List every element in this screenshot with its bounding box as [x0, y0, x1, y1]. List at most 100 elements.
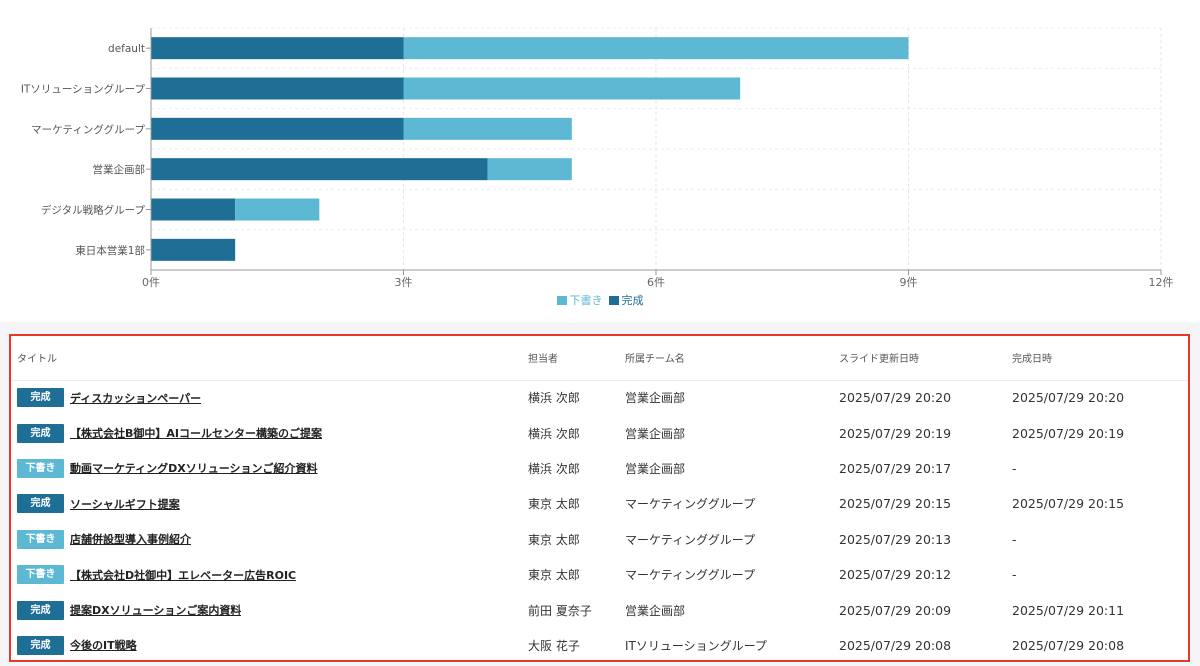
table-header-row: タイトル 担当者 所属チーム名 スライド更新日時 完成日時 — [11, 336, 1188, 381]
completed-cell: 2025/07/29 20:11 — [1012, 602, 1125, 618]
bar-draft[interactable] — [403, 117, 572, 140]
team-cell: マーケティンググループ — [625, 497, 756, 512]
slide-title-link[interactable]: 提案DXソリューションご案内資料 — [70, 604, 242, 618]
completed-cell: 2025/07/29 20:15 — [1012, 496, 1125, 512]
legend-item-draft[interactable]: 下書き — [556, 292, 603, 308]
owner-cell: 前田 夏奈子 — [528, 603, 592, 618]
slide-title-link[interactable]: 動画マーケティングDXソリューションご紹介資料 — [70, 462, 318, 476]
chart-legend: 下書き 完成 — [0, 292, 1200, 308]
bar-draft[interactable] — [487, 158, 572, 181]
slide-title-link[interactable]: ソーシャルギフト提案 — [70, 497, 180, 511]
slide-title-link[interactable]: ディスカッションペーパー — [70, 391, 202, 405]
bar-draft[interactable] — [235, 198, 320, 221]
team-cell: マーケティンググループ — [625, 532, 756, 547]
team-cell: ITソリューショングループ — [625, 638, 767, 653]
team-cell: 営業企画部 — [625, 426, 686, 441]
completed-cell: - — [1012, 460, 1017, 476]
column-header-owner[interactable]: 担当者 — [522, 336, 619, 381]
table-row[interactable]: 完成 今後のIT戦略 大阪 花子 ITソリューショングループ 2025/07/29 20… — [11, 628, 1188, 663]
updated-cell: 2025/07/29 20:09 — [839, 602, 952, 618]
title-cell: 完成 ソーシャルギフト提案 — [11, 486, 522, 521]
legend-label-draft: 下書き — [569, 294, 603, 307]
owner-cell: 横浜 次郎 — [528, 461, 580, 476]
owner-cell: 横浜 次郎 — [528, 426, 580, 441]
status-badge: 完成 — [17, 600, 64, 620]
bar-done[interactable] — [151, 117, 404, 140]
slide-list-panel: タイトル 担当者 所属チーム名 スライド更新日時 完成日時 完成 ディスカッション… — [9, 334, 1190, 662]
owner-cell: 東京 太郎 — [528, 532, 580, 547]
slide-title-link[interactable]: 【株式会社B御中】AIコールセンター構築のご提案 — [70, 427, 322, 441]
slide-title-link[interactable]: 今後のIT戦略 — [70, 639, 137, 653]
status-badge: 完成 — [17, 635, 64, 655]
bar-draft[interactable] — [403, 77, 741, 100]
title-cell: 完成 提案DXソリューションご案内資料 — [11, 592, 522, 627]
team-cell: 営業企画部 — [625, 603, 686, 618]
y-tick-label: 東日本営業1部 — [75, 244, 145, 257]
updated-cell: 2025/07/29 20:15 — [839, 496, 952, 512]
table-row[interactable]: 完成 【株式会社B御中】AIコールセンター構築のご提案 横浜 次郎 営業企画部 2025… — [11, 415, 1188, 450]
column-header-title[interactable]: タイトル — [11, 336, 522, 381]
column-header-team[interactable]: 所属チーム名 — [619, 336, 833, 381]
bar-done[interactable] — [151, 198, 236, 221]
x-tick-label: 12件 — [1149, 276, 1174, 289]
slide-table: タイトル 担当者 所属チーム名 スライド更新日時 完成日時 完成 ディスカッション… — [11, 336, 1188, 663]
legend-item-done[interactable]: 完成 — [608, 292, 644, 308]
owner-cell: 東京 太郎 — [528, 497, 580, 512]
table-row[interactable]: 完成 ディスカッションペーパー 横浜 次郎 営業企画部 2025/07/29 20:20… — [11, 380, 1188, 415]
updated-cell: 2025/07/29 20:17 — [839, 460, 952, 476]
legend-swatch-draft — [556, 295, 567, 305]
y-tick-label: デジタル戦略グループ — [41, 204, 146, 217]
team-stacked-bar-chart: default ITソリューショングループマーケティンググループ営業企画部デジタル… — [21, 27, 1174, 289]
table-row[interactable]: 下書き 【株式会社D社御中】エレベーター広告ROIC 東京 太郎 マーケティンググルー… — [11, 557, 1188, 592]
x-tick-label: 0件 — [142, 276, 160, 289]
status-badge: 完成 — [17, 494, 64, 514]
slide-title-link[interactable]: 店舗併設型導入事例紹介 — [70, 533, 191, 547]
bar-done[interactable] — [151, 37, 404, 60]
y-tick-label: 営業企画部 — [93, 163, 146, 176]
bar-draft[interactable] — [403, 37, 909, 60]
title-cell: 完成 【株式会社B御中】AIコールセンター構築のご提案 — [11, 415, 522, 450]
title-cell: 下書き 店舗併設型導入事例紹介 — [11, 522, 522, 557]
title-cell: 完成 今後のIT戦略 — [11, 628, 522, 663]
owner-cell: 大阪 花子 — [528, 638, 580, 653]
title-cell: 下書き 【株式会社D社御中】エレベーター広告ROIC — [11, 557, 522, 592]
y-tick-label: ITソリューショングループ — [21, 83, 146, 96]
status-badge: 完成 — [17, 423, 64, 443]
status-badge: 下書き — [17, 458, 64, 478]
slide-title-link[interactable]: 【株式会社D社御中】エレベーター広告ROIC — [70, 568, 297, 582]
updated-cell: 2025/07/29 20:19 — [839, 425, 952, 441]
table-row[interactable]: 下書き 動画マーケティングDXソリューションご紹介資料 横浜 次郎 営業企画部 2025… — [11, 451, 1188, 486]
completed-cell: 2025/07/29 20:19 — [1012, 425, 1125, 441]
updated-cell: 2025/07/29 20:08 — [839, 637, 952, 653]
table-row[interactable]: 下書き 店舗併設型導入事例紹介 東京 太郎 マーケティンググループ 2025/07/29… — [11, 522, 1188, 557]
column-header-completed[interactable]: 完成日時 — [1006, 336, 1188, 381]
owner-cell: 東京 太郎 — [528, 568, 580, 583]
x-tick-label: 9件 — [900, 276, 918, 289]
team-cell: 営業企画部 — [625, 391, 686, 406]
team-cell: 営業企画部 — [625, 461, 686, 476]
team-cell: マーケティンググループ — [625, 568, 756, 583]
status-badge: 完成 — [17, 388, 64, 408]
table-row[interactable]: 完成 ソーシャルギフト提案 東京 太郎 マーケティンググループ 2025/07/29 2… — [11, 486, 1188, 521]
legend-swatch-done — [608, 295, 619, 305]
owner-cell: 横浜 次郎 — [528, 391, 580, 406]
completed-cell: 2025/07/29 20:08 — [1012, 637, 1125, 653]
updated-cell: 2025/07/29 20:20 — [839, 390, 952, 406]
x-tick-label: 6件 — [647, 276, 665, 289]
table-body: 完成 ディスカッションペーパー 横浜 次郎 営業企画部 2025/07/29 20:20… — [11, 380, 1188, 663]
bar-done[interactable] — [151, 158, 488, 181]
completed-cell: - — [1012, 531, 1017, 547]
x-tick-label: 3件 — [395, 276, 413, 289]
bar-done[interactable] — [151, 77, 404, 100]
title-cell: 完成 ディスカッションペーパー — [11, 380, 522, 415]
team-chart-card: default ITソリューショングループ マーケティンググループ 営業企画部 デジタル… — [0, 0, 1200, 322]
table-row[interactable]: 完成 提案DXソリューションご案内資料 前田 夏奈子 営業企画部 2025/07/29 … — [11, 592, 1188, 627]
y-tick-label: default — [108, 43, 145, 55]
status-badge: 下書き — [17, 565, 64, 585]
column-header-updated[interactable]: スライド更新日時 — [833, 336, 1006, 381]
status-badge: 下書き — [17, 529, 64, 549]
completed-cell: 2025/07/29 20:20 — [1012, 390, 1125, 406]
title-cell: 下書き 動画マーケティングDXソリューションご紹介資料 — [11, 451, 522, 486]
bar-done[interactable] — [151, 238, 236, 261]
legend-label-done: 完成 — [621, 294, 644, 307]
